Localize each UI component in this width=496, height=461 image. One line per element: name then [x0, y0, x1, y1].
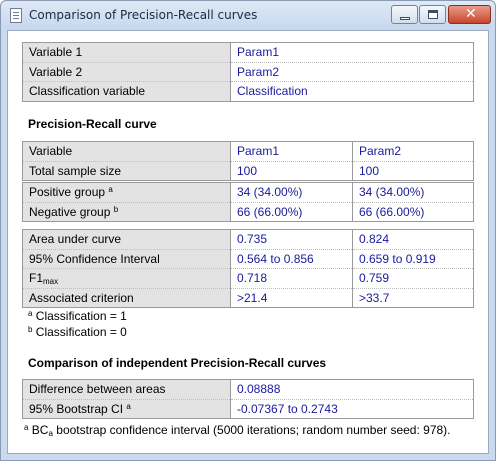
table-row: Positive group a 34 (34.00%) 34 (34.00%): [22, 182, 474, 203]
table-row: Variable Param1 Param2: [22, 141, 474, 162]
title-bar[interactable]: Comparison of Precision-Recall curves ✕: [1, 1, 495, 29]
row-label: Area under curve: [22, 229, 231, 250]
row-value: 0.08888: [230, 379, 474, 400]
footnote-a: a Classification = 1: [28, 309, 127, 323]
bootstrap-footnote: a BCa bootstrap confidence interval (500…: [24, 423, 451, 438]
maximize-button[interactable]: [419, 5, 446, 24]
table-row: Difference between areas 0.08888: [22, 379, 474, 400]
minimize-button[interactable]: [391, 5, 418, 24]
param1-value: 100: [230, 161, 353, 181]
param1-value: Param1: [230, 141, 353, 162]
row-label: 95% Bootstrap CI a: [22, 399, 231, 419]
row-label: F1max: [22, 268, 231, 289]
row-label: Variable 1: [22, 42, 231, 63]
param2-value: 34 (34.00%): [352, 182, 474, 203]
param1-value: >21.4: [230, 288, 353, 308]
pr-curve-heading: Precision-Recall curve: [28, 117, 157, 131]
table-row: Classification variable Classification: [22, 81, 474, 101]
table-row: 95% Bootstrap CI a -0.07367 to 0.2743: [22, 399, 474, 419]
param1-value: 0.718: [230, 268, 353, 289]
row-label: Difference between areas: [22, 379, 231, 400]
param1-value: 0.735: [230, 229, 353, 250]
document-icon: [10, 8, 22, 23]
variables-table: Variable 1 Param1 Variable 2 Param2 Clas…: [22, 42, 474, 102]
param1-value: 0.564 to 0.856: [230, 249, 353, 269]
param2-value: Param2: [352, 141, 474, 162]
param2-value: 0.824: [352, 229, 474, 250]
table-row: Variable 2 Param2: [22, 62, 474, 82]
table-row: 95% Confidence Interval 0.564 to 0.856 0…: [22, 249, 474, 269]
param2-value: >33.7: [352, 288, 474, 308]
results-panel: Variable 1 Param1 Variable 2 Param2 Clas…: [7, 30, 489, 454]
comparison-heading: Comparison of independent Precision-Reca…: [28, 356, 327, 370]
window-title: Comparison of Precision-Recall curves: [29, 8, 258, 22]
close-icon: ✕: [465, 6, 477, 22]
row-value: Classification: [230, 81, 474, 101]
param1-value: 34 (34.00%): [230, 182, 353, 203]
summary-table: Variable Param1 Param2 Total sample size…: [22, 141, 474, 181]
minimize-icon: [400, 17, 410, 20]
close-button[interactable]: ✕: [448, 5, 491, 24]
table-row: Area under curve 0.735 0.824: [22, 229, 474, 250]
row-value: -0.07367 to 0.2743: [230, 399, 474, 419]
param2-value: 0.759: [352, 268, 474, 289]
row-label: Negative group b: [22, 202, 231, 222]
row-label: Positive group a: [22, 182, 231, 203]
row-label: 95% Confidence Interval: [22, 249, 231, 269]
table-row: F1max 0.718 0.759: [22, 268, 474, 289]
comparison-table: Difference between areas 0.08888 95% Boo…: [22, 379, 474, 419]
table-row: Total sample size 100 100: [22, 161, 474, 181]
footnote-b: b Classification = 0: [28, 325, 127, 339]
row-label: Total sample size: [22, 161, 231, 181]
table-row: Negative group b 66 (66.00%) 66 (66.00%): [22, 202, 474, 222]
table-row: Associated criterion >21.4 >33.7: [22, 288, 474, 308]
param1-value: 66 (66.00%): [230, 202, 353, 222]
param2-value: 66 (66.00%): [352, 202, 474, 222]
table-row: Variable 1 Param1: [22, 42, 474, 63]
param2-value: 0.659 to 0.919: [352, 249, 474, 269]
row-value: Param1: [230, 42, 474, 63]
row-label: Classification variable: [22, 81, 231, 101]
row-label: Associated criterion: [22, 288, 231, 308]
maximize-icon: [428, 10, 438, 19]
row-value: Param2: [230, 62, 474, 82]
param2-value: 100: [352, 161, 474, 181]
row-label: Variable: [22, 141, 231, 162]
groups-table: Positive group a 34 (34.00%) 34 (34.00%)…: [22, 182, 474, 222]
row-label: Variable 2: [22, 62, 231, 82]
metrics-table: Area under curve 0.735 0.824 95% Confide…: [22, 229, 474, 308]
